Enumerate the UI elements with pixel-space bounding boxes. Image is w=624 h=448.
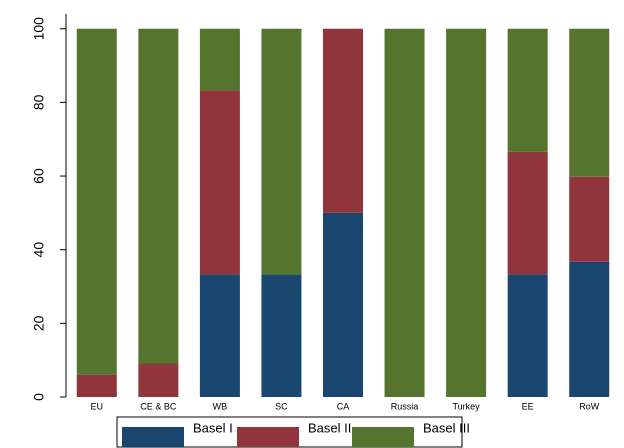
bar-segment [569, 261, 610, 397]
y-tick-label: 20 [31, 315, 47, 331]
x-tick-label: WB [213, 401, 228, 411]
x-tick-label: EE [522, 401, 534, 411]
legend-swatch [122, 427, 184, 447]
x-tick-label: CE & BC [140, 401, 177, 411]
bar-segment [507, 151, 548, 275]
bar-segment [138, 28, 179, 364]
x-tick-label: Turkey [453, 401, 481, 411]
x-tick-label: RoW [579, 401, 600, 411]
legend-label: Basel II [308, 420, 351, 435]
bar-segment [199, 28, 240, 91]
bar-segment [507, 28, 548, 152]
y-tick-label: 0 [31, 393, 47, 401]
legend-swatch [237, 427, 299, 447]
bar-segment [138, 363, 179, 397]
bar-segment [76, 374, 117, 397]
bar-segment [507, 274, 548, 397]
bar-segment [261, 274, 302, 397]
x-tick-label: SC [275, 401, 288, 411]
x-tick-label: EU [91, 401, 104, 411]
y-tick-label: 40 [31, 242, 47, 258]
bar-segment [322, 212, 364, 397]
bar-segment [199, 90, 240, 275]
bar-segment [569, 176, 610, 262]
x-tick-label: CA [337, 401, 350, 411]
y-tick-label: 100 [31, 17, 47, 41]
x-tick-label: Russia [391, 401, 419, 411]
y-tick-label: 80 [31, 94, 47, 110]
bar-segment [322, 28, 364, 213]
legend-label: Basel III [423, 420, 470, 435]
bar-segment [384, 28, 425, 397]
bar-segment [199, 274, 240, 397]
bar-segment [76, 28, 117, 375]
bar-segment [446, 28, 487, 397]
y-tick-label: 60 [31, 168, 47, 184]
bar-segment [569, 28, 610, 177]
bar-segment [261, 28, 302, 275]
legend-swatch [352, 427, 414, 447]
legend-label: Basel I [193, 420, 233, 435]
